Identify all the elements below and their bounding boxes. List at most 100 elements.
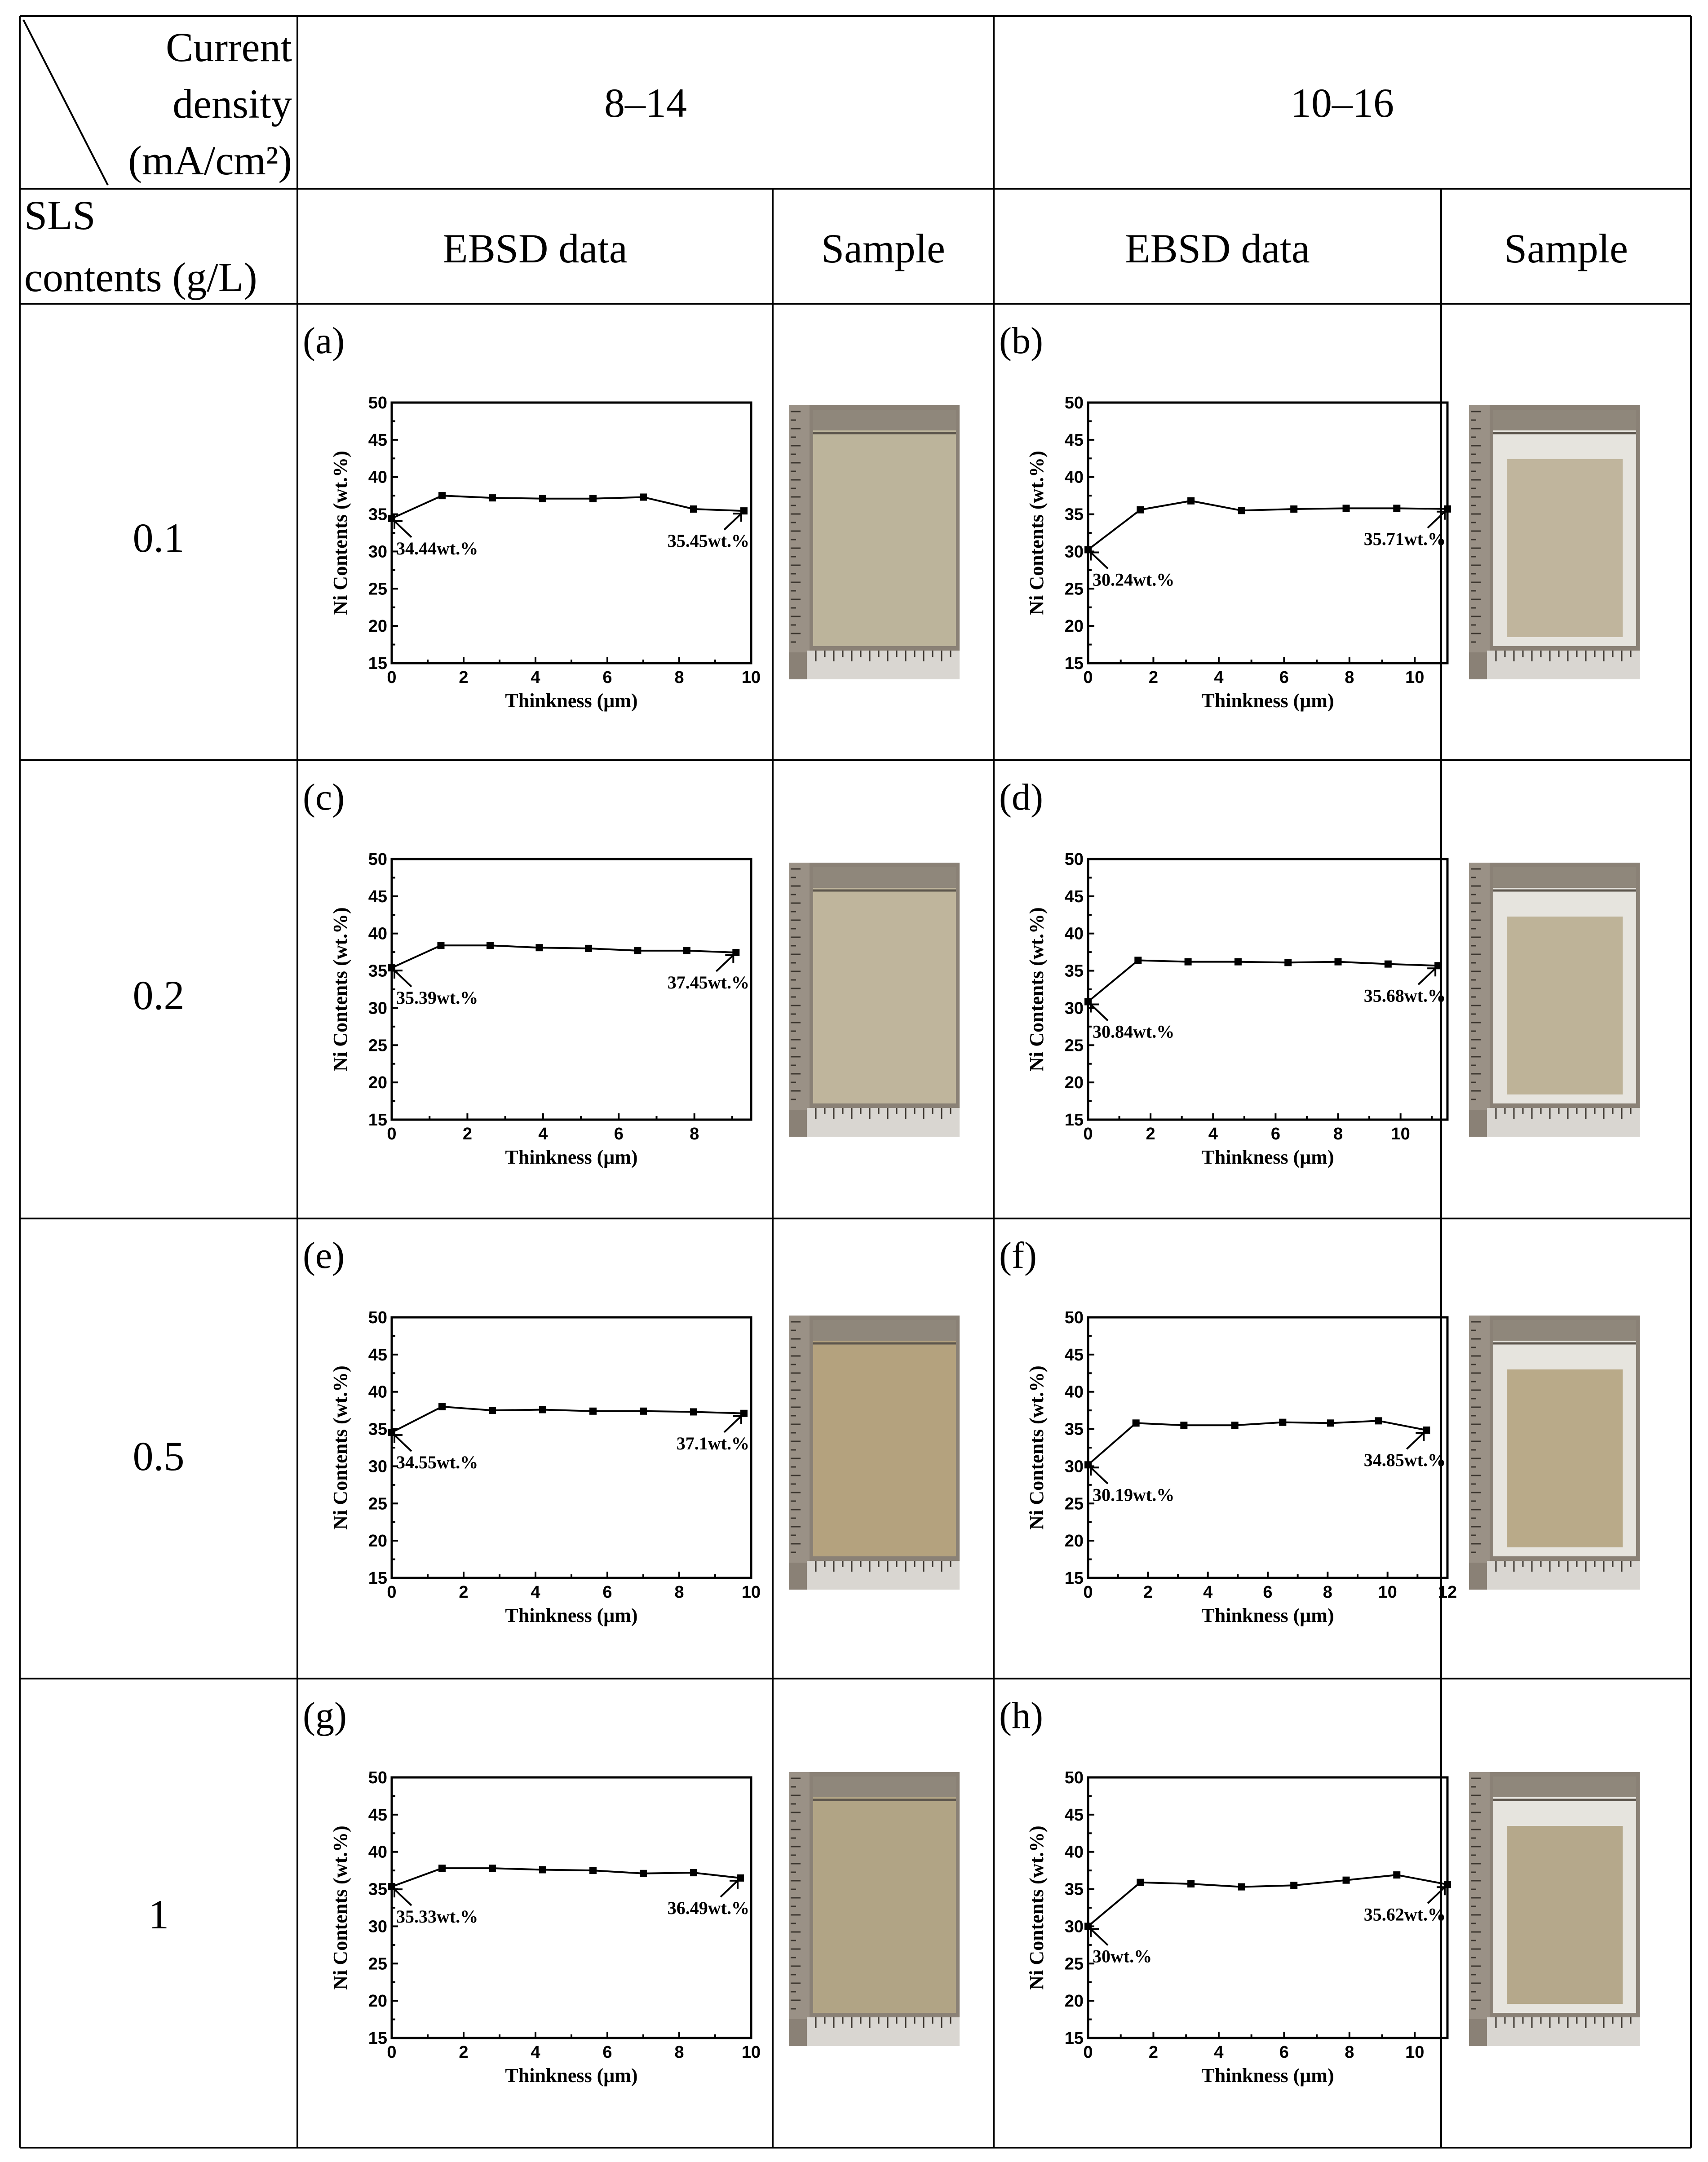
panel-label: (c): [303, 776, 345, 818]
horizontal-ruler: [807, 651, 960, 679]
x-tick-label: 4: [531, 1583, 540, 1602]
plate-top-strip: [813, 410, 956, 430]
annotation-arrow-start: [394, 970, 412, 988]
coating-area: [1507, 917, 1623, 1094]
y-tick-label: 15: [368, 654, 387, 673]
y-tick-label: 50: [368, 850, 387, 869]
x-axis-label: Thinkness (μm): [505, 1146, 637, 1168]
ebsd-header-2: EBSD data: [1125, 226, 1310, 271]
annotation-end: 36.49wt.%: [668, 1898, 749, 1918]
horizontal-ruler: [1487, 2017, 1640, 2046]
row-labels: 0.1 0.2 0.5 1: [133, 515, 185, 1937]
sls-label-line2: contents (g/L): [24, 254, 257, 300]
x-axis-label: Thinkness (μm): [1201, 1146, 1334, 1168]
y-axis-label: Ni Contents (wt.%): [329, 451, 351, 615]
panel-label: (a): [303, 320, 345, 362]
current-density-label-line2: density: [173, 81, 292, 127]
x-tick-label: 0: [387, 2043, 396, 2062]
data-point: [589, 1407, 597, 1415]
y-tick-label: 25: [368, 580, 387, 598]
annotation-start: 30.84wt.%: [1093, 1022, 1174, 1042]
y-tick-label: 45: [368, 887, 387, 906]
sample-photo-d: [1469, 863, 1640, 1137]
y-tick-label: 45: [1065, 887, 1084, 906]
arrow-head: [1416, 1432, 1425, 1441]
x-tick-label: 0: [387, 1583, 396, 1602]
annotation-arrow-end: [723, 513, 742, 531]
data-point: [1284, 959, 1292, 966]
vertical-ruler: [1469, 405, 1490, 652]
y-tick-label: 25: [368, 1494, 387, 1513]
y-tick-label: 30: [1065, 542, 1084, 561]
x-tick-label: 6: [1279, 668, 1289, 687]
data-point: [1180, 1422, 1188, 1429]
y-tick-label: 30: [368, 999, 387, 1018]
current-density-label-line3: (mA/cm²): [128, 137, 292, 183]
annotation-start: 34.55wt.%: [396, 1452, 478, 1472]
y-axis-label: Ni Contents (wt.%): [329, 1825, 351, 1989]
data-point: [1327, 1419, 1334, 1427]
y-tick-label: 35: [368, 962, 387, 981]
data-point: [535, 944, 543, 952]
y-tick-label: 45: [368, 431, 387, 450]
data-point: [683, 947, 690, 954]
y-tick-label: 15: [1065, 2029, 1084, 2048]
annotation-arrow-start: [394, 1434, 412, 1452]
y-tick-label: 40: [1065, 468, 1084, 487]
vertical-ruler: [1469, 863, 1490, 1110]
y-tick-label: 20: [368, 1992, 387, 2011]
data-point: [1279, 1418, 1287, 1426]
arrow-head: [1427, 967, 1437, 977]
horizontal-ruler: [1487, 1561, 1640, 1590]
series-line: [391, 944, 736, 969]
y-tick-label: 50: [1065, 394, 1084, 412]
data-point: [1342, 505, 1350, 512]
x-tick-label: 2: [459, 1583, 468, 1602]
x-axis-label: Thinkness (μm): [505, 2065, 637, 2087]
sample-photo-b: [1469, 405, 1640, 679]
plate-top-strip: [813, 867, 956, 888]
annotation-arrow-end: [715, 954, 734, 972]
horizontal-ruler: [807, 2017, 960, 2046]
coating-area: [1507, 1826, 1623, 2004]
x-tick-label: 8: [674, 2043, 684, 2062]
y-tick-label: 45: [368, 1346, 387, 1365]
annotation-end: 37.45wt.%: [668, 972, 749, 992]
horizontal-ruler: [1487, 651, 1640, 679]
x-axis-label: Thinkness (μm): [505, 1604, 637, 1626]
data-point: [690, 505, 697, 513]
series-line: [391, 1867, 741, 1887]
annotation-start: 35.39wt.%: [396, 988, 478, 1008]
plot-frame: [1087, 1316, 1449, 1579]
data-point: [1137, 506, 1144, 514]
horizontal-ruler: [807, 1108, 960, 1137]
series-line: [1087, 1874, 1448, 1927]
y-tick-label: 50: [1065, 1768, 1084, 1787]
x-tick-label: 0: [1083, 2043, 1093, 2062]
data-point: [1290, 1882, 1298, 1889]
x-tick-label: 6: [602, 1583, 612, 1602]
series-line: [391, 495, 744, 519]
annotation-start: 35.33wt.%: [396, 1906, 478, 1927]
chart-panel-a: (a) 15 20 25 30 35 40 45 50 0 2 4 6 8 10 Thinkness (μm)…: [303, 320, 761, 712]
arrow-head: [1090, 1003, 1099, 1013]
x-tick-label: 10: [1378, 1583, 1397, 1602]
y-tick-label: 40: [368, 468, 387, 487]
data-point: [1134, 957, 1142, 964]
x-axis-label: Thinkness (μm): [1201, 1604, 1334, 1626]
arrow-head: [394, 1434, 403, 1444]
x-tick-label: 10: [742, 2043, 761, 2062]
arrow-head: [1437, 1886, 1446, 1896]
chart-panel-d: (d) 15 20 25 30 35 40 45 50 0 2 4 6 8 10 Thinkness (μm)…: [999, 776, 1449, 1168]
data-point: [1137, 1878, 1144, 1886]
annotation-end: 37.1wt.%: [677, 1433, 749, 1453]
x-tick-label: 8: [674, 1583, 684, 1602]
annotation-end: 35.71wt.%: [1364, 529, 1446, 549]
x-tick-label: 4: [1214, 668, 1223, 687]
vertical-ruler: [789, 863, 810, 1110]
data-point: [1393, 505, 1401, 512]
y-tick-label: 40: [1065, 1383, 1084, 1402]
sample-header-2: Sample: [1504, 226, 1628, 271]
arrow-head: [394, 1888, 403, 1898]
